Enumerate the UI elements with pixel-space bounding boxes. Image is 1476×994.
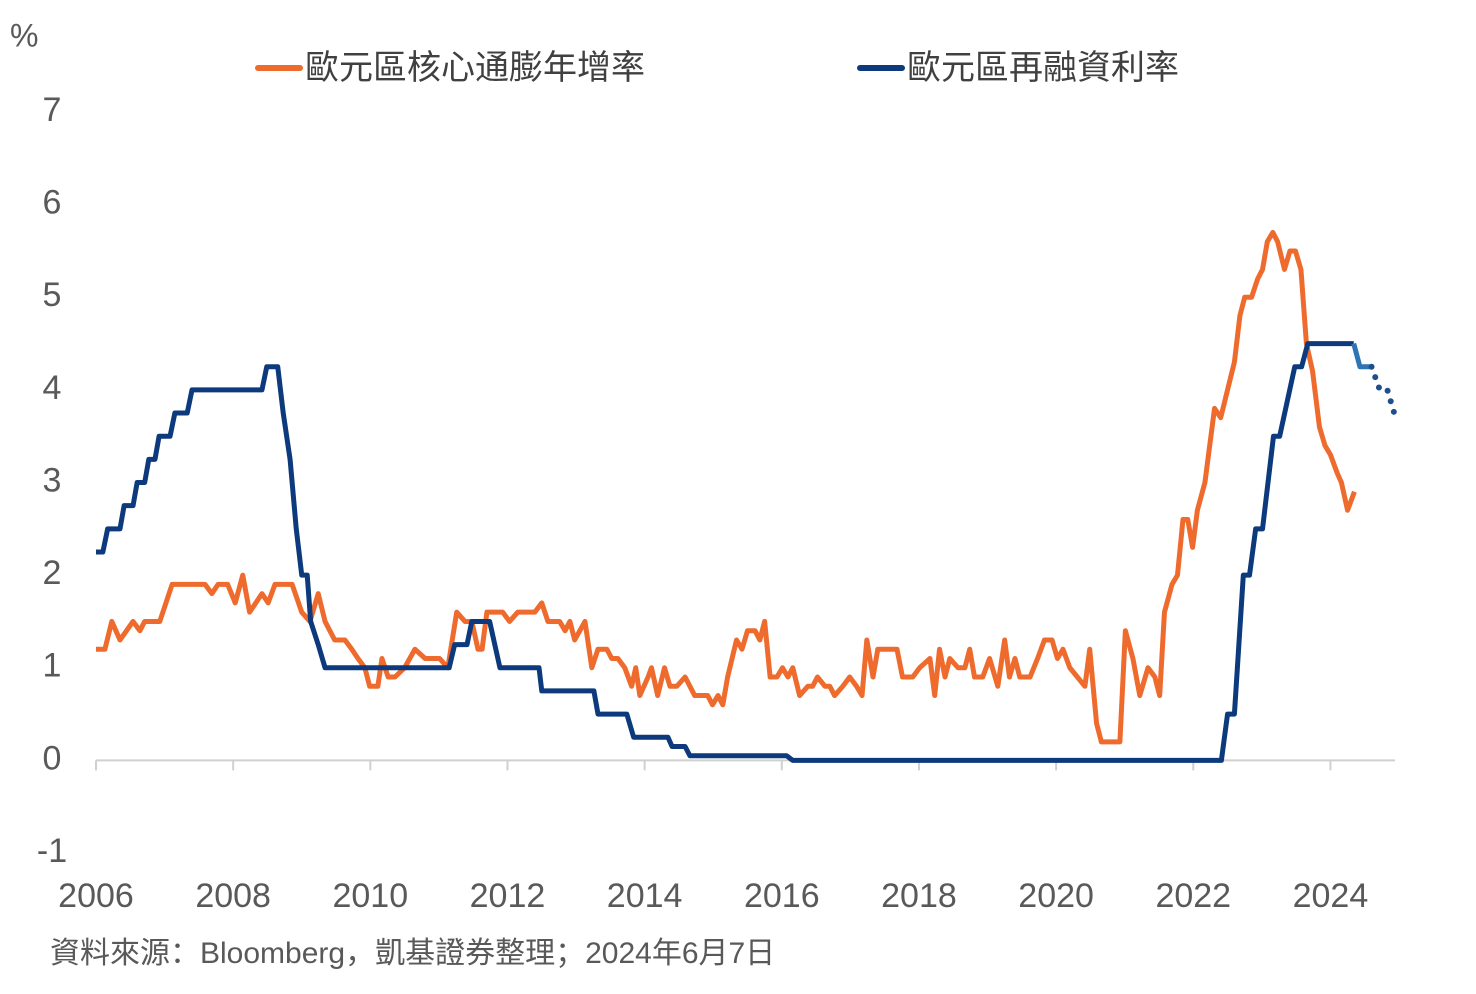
x-tick-label: 2008 <box>195 877 271 915</box>
x-tick-label: 2020 <box>1018 877 1094 915</box>
y-tick-label: 6 <box>43 184 62 222</box>
y-tick-label: 5 <box>43 276 62 314</box>
x-tick-label: 2010 <box>332 877 408 915</box>
x-tick-label: 2014 <box>607 877 683 915</box>
y-tick-label: 4 <box>43 369 62 407</box>
y-tick-label: 7 <box>43 91 62 129</box>
legend-label: 歐元區核心通膨年增率 <box>305 49 645 87</box>
x-tick-label: 2016 <box>744 877 820 915</box>
y-tick-label: -1 <box>37 832 67 870</box>
y-tick-label: 3 <box>43 461 62 499</box>
series-line <box>1351 342 1372 370</box>
legend-label: 歐元區再融資利率 <box>907 49 1179 87</box>
y-tick-label: 2 <box>43 554 62 592</box>
y-tick-label: 1 <box>43 647 62 685</box>
x-tick-label: 2018 <box>881 877 957 915</box>
legend: 歐元區核心通膨年增率 歐元區再融資利率 <box>255 49 1179 87</box>
x-tick-label: 2012 <box>470 877 546 915</box>
x-tick-label: 2022 <box>1155 877 1231 915</box>
y-unit: % <box>10 17 38 53</box>
series-line <box>96 229 1357 745</box>
series-line <box>96 341 1354 763</box>
x-tick-label: 2024 <box>1293 877 1369 915</box>
x-tick-label: 2006 <box>58 877 134 915</box>
series-line <box>1368 363 1398 417</box>
source-note: 資料來源：Bloomberg，凱基證券整理；2024年6月7日 <box>50 937 775 970</box>
y-tick-label: 0 <box>43 739 62 777</box>
